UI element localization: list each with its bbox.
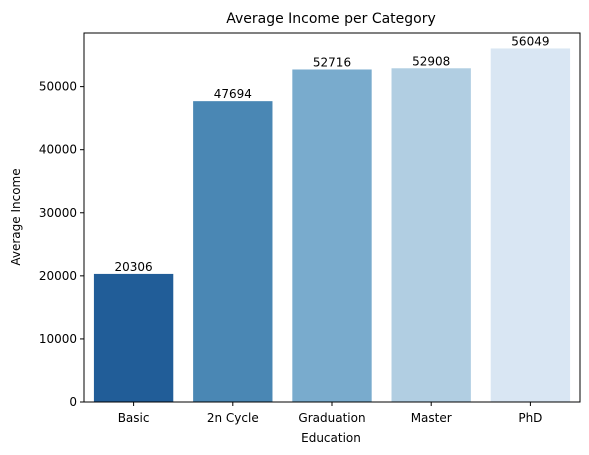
bar bbox=[391, 68, 471, 402]
bar bbox=[193, 101, 273, 402]
x-tick-label: Master bbox=[411, 411, 452, 425]
y-axis-ticks: 0 10000 20000 30000 40000 50000 bbox=[39, 80, 84, 409]
x-axis-ticks: Basic 2n Cycle Graduation Master PhD bbox=[118, 402, 542, 425]
x-tick-label: PhD bbox=[518, 411, 542, 425]
x-axis-label: Education bbox=[301, 431, 361, 445]
x-tick-label: 2n Cycle bbox=[207, 411, 259, 425]
y-tick-label: 40000 bbox=[39, 143, 77, 157]
chart-title: Average Income per Category bbox=[226, 11, 436, 27]
bar-value-label: 47694 bbox=[214, 87, 252, 101]
y-tick-label: 30000 bbox=[39, 206, 77, 220]
bar-value-label: 56049 bbox=[511, 34, 549, 48]
bar bbox=[292, 69, 372, 402]
y-tick-label: 10000 bbox=[39, 332, 77, 346]
bar bbox=[490, 48, 571, 403]
y-axis-label: Average Income bbox=[9, 168, 23, 265]
bar bbox=[93, 273, 174, 402]
plot-frame bbox=[83, 32, 581, 403]
bars-group bbox=[93, 48, 571, 403]
y-tick-label: 0 bbox=[69, 395, 77, 409]
bar-value-label: 52908 bbox=[412, 54, 450, 68]
y-tick-label: 50000 bbox=[39, 80, 77, 94]
x-tick-label: Basic bbox=[118, 411, 150, 425]
x-tick-label: Graduation bbox=[298, 411, 365, 425]
bar-value-label: 20306 bbox=[115, 260, 153, 274]
data-labels-group: 20306 47694 52716 52908 56049 bbox=[115, 34, 550, 273]
bar-value-label: 52716 bbox=[313, 55, 351, 69]
y-tick-label: 20000 bbox=[39, 269, 77, 283]
